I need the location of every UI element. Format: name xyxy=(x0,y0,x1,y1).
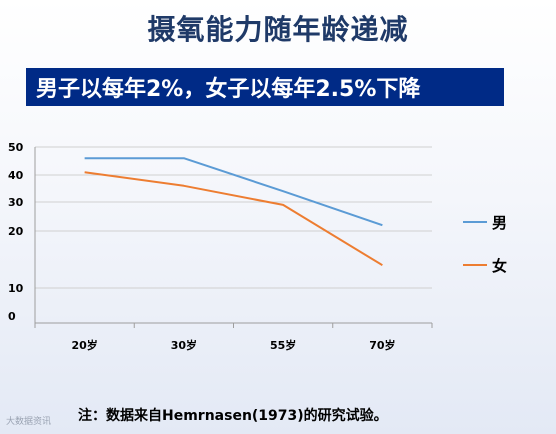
subtitle-banner: 男子以每年2%，女子以每年2.5%下降 xyxy=(26,68,504,106)
x-tick-label: 55岁 xyxy=(270,338,296,352)
series-line-1 xyxy=(84,171,383,267)
x-tick-label: 70岁 xyxy=(369,338,395,352)
legend-label-0: 男 xyxy=(492,214,507,232)
series-lines xyxy=(84,157,383,267)
legend-label-1: 女 xyxy=(492,257,507,275)
y-tick-labels: 0 10 20 30 40 50 xyxy=(8,141,24,323)
legend: 男女 xyxy=(463,214,507,275)
y-tick-label: 40 xyxy=(8,169,24,182)
y-tick-label: 30 xyxy=(8,196,24,209)
x-tick-label: 20岁 xyxy=(71,338,97,352)
series-line-0 xyxy=(84,157,383,227)
watermark: 大数据资讯 xyxy=(6,417,52,427)
y-tick-label: 10 xyxy=(8,282,24,295)
slide-title: 摄氧能力随年龄递减 xyxy=(147,13,409,46)
footnote: 注：数据来自Hemrnasen(1973)的研究试验。 xyxy=(78,408,388,424)
x-tick-label: 30岁 xyxy=(171,338,197,352)
y-tick-label: 0 xyxy=(8,310,16,323)
y-tick-label: 50 xyxy=(8,141,24,154)
x-tick-labels: 20岁 30岁 55岁 70岁 xyxy=(71,338,395,352)
subtitle-text: 男子以每年2%，女子以每年2.5%下降 xyxy=(36,77,421,102)
y-tick-label: 20 xyxy=(8,225,24,238)
